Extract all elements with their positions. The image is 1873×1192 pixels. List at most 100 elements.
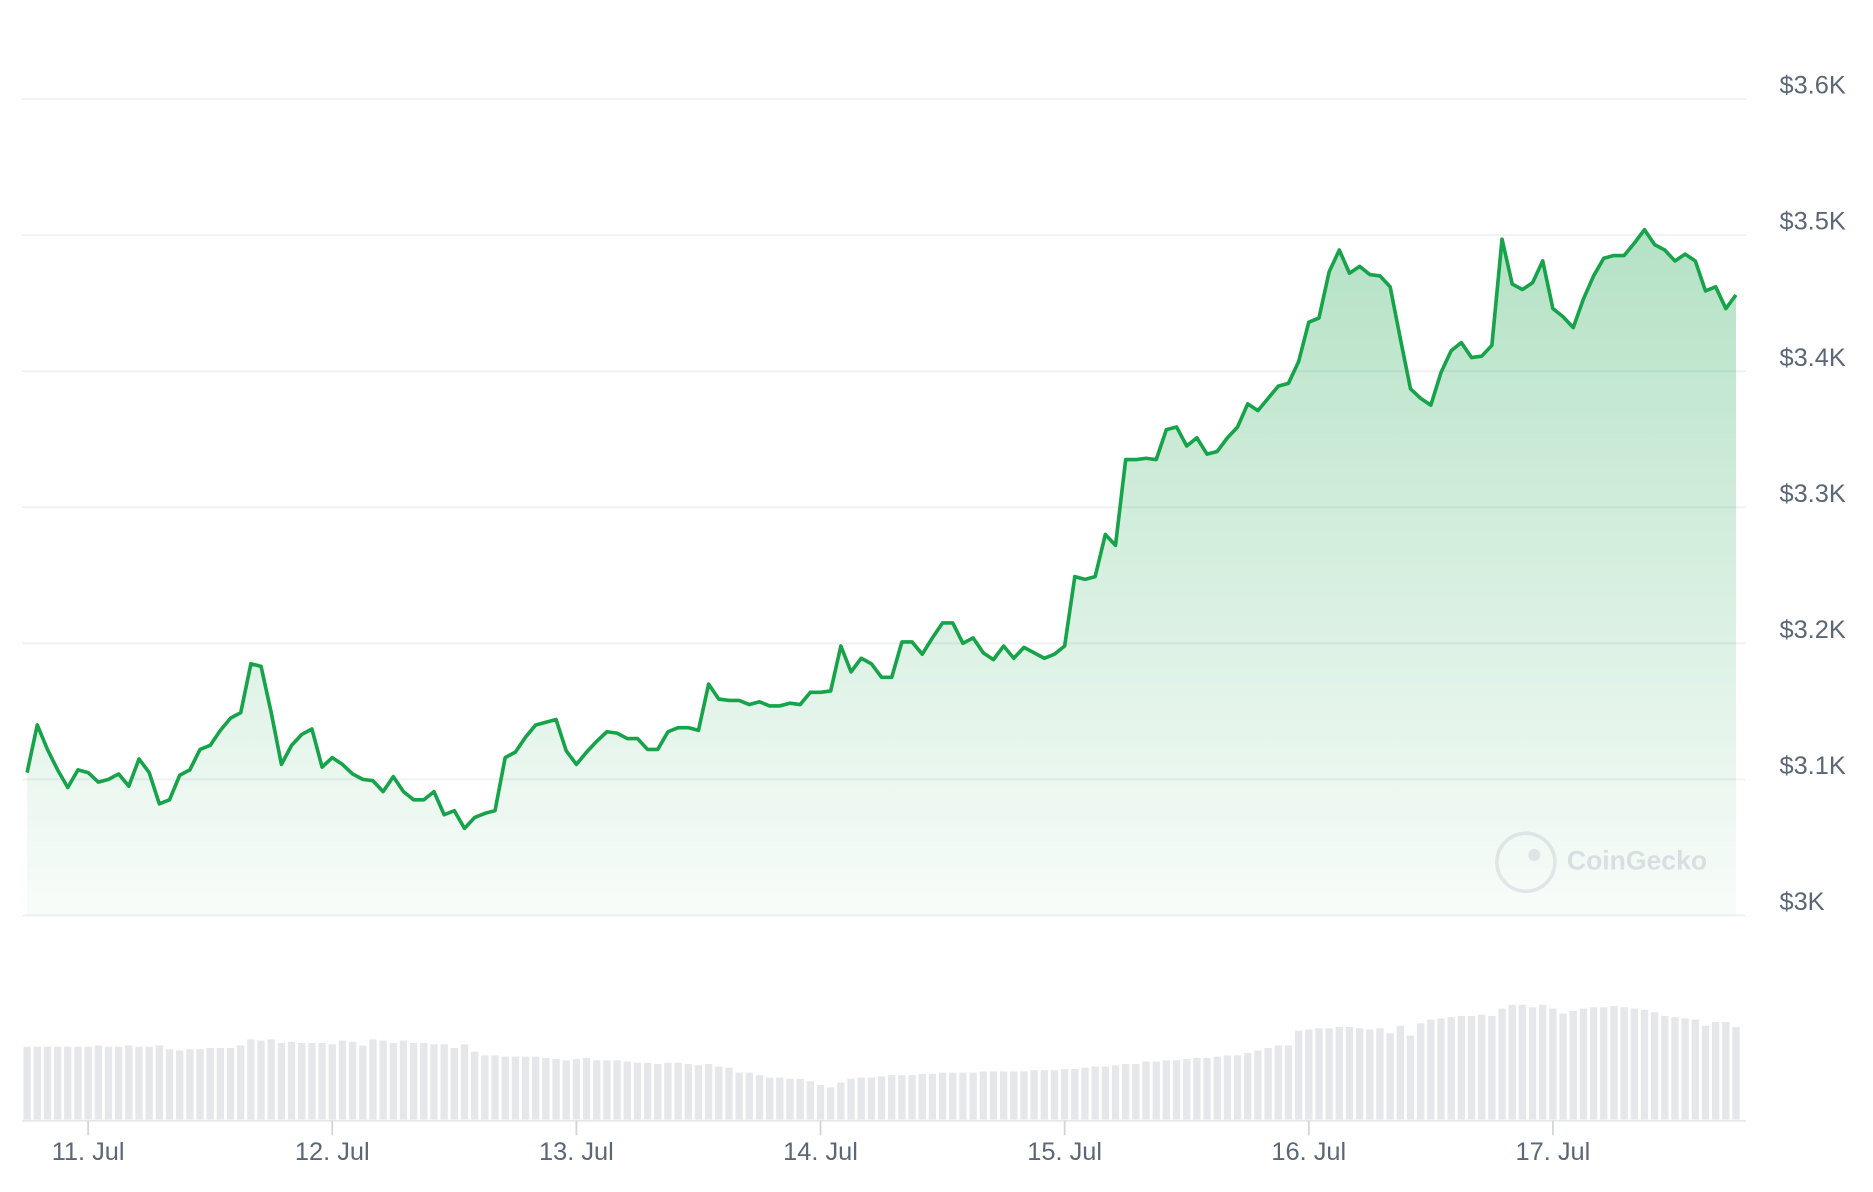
volume-bar bbox=[1447, 1017, 1455, 1120]
volume-bar bbox=[1315, 1028, 1323, 1120]
volume-bar bbox=[704, 1064, 713, 1120]
volume-bar bbox=[1193, 1057, 1201, 1120]
volume-bar bbox=[654, 1064, 662, 1120]
volume-bar bbox=[532, 1056, 540, 1120]
volume-bar bbox=[633, 1062, 642, 1120]
volume-bar bbox=[1203, 1057, 1211, 1120]
volume-bar bbox=[155, 1045, 163, 1120]
volume-bar bbox=[1345, 1027, 1354, 1120]
volume-bar bbox=[1417, 1023, 1425, 1120]
price-area bbox=[27, 229, 1736, 916]
volume-bars bbox=[23, 1004, 1740, 1120]
volume-bar bbox=[1111, 1065, 1120, 1120]
volume-bar bbox=[755, 1075, 764, 1120]
volume-bar bbox=[796, 1078, 804, 1120]
volume-bar bbox=[226, 1047, 235, 1120]
volume-bar bbox=[1691, 1019, 1699, 1120]
volume-bar bbox=[267, 1039, 275, 1120]
volume-bar bbox=[369, 1039, 377, 1120]
volume-bar bbox=[277, 1043, 286, 1120]
volume-bar bbox=[450, 1047, 458, 1120]
volume-bar bbox=[1264, 1047, 1272, 1120]
volume-bar bbox=[1071, 1068, 1079, 1120]
volume-bar bbox=[786, 1078, 794, 1120]
y-tick-label: $3.2K bbox=[1779, 616, 1845, 644]
volume-bar bbox=[1671, 1017, 1679, 1120]
volume-bar bbox=[1244, 1052, 1252, 1120]
volume-bar bbox=[33, 1046, 41, 1120]
volume-bar bbox=[176, 1050, 184, 1120]
volume-bar bbox=[1101, 1066, 1109, 1120]
volume-bar bbox=[1274, 1045, 1282, 1120]
volume-bar bbox=[1508, 1004, 1516, 1120]
volume-bar bbox=[1386, 1033, 1394, 1120]
volume-bar bbox=[23, 1046, 31, 1120]
volume-bar bbox=[562, 1060, 570, 1120]
volume-bar bbox=[837, 1082, 845, 1120]
volume-bar bbox=[481, 1055, 489, 1120]
volume-bar bbox=[979, 1071, 987, 1120]
volume-bar bbox=[582, 1057, 591, 1120]
volume-bar bbox=[1183, 1059, 1191, 1120]
volume-bar bbox=[847, 1078, 855, 1120]
volume-bar bbox=[1559, 1013, 1567, 1120]
volume-bar bbox=[908, 1075, 916, 1120]
x-tick-label: 14. Jul bbox=[783, 1138, 858, 1166]
volume-bar bbox=[572, 1059, 581, 1120]
volume-bar bbox=[1488, 1015, 1496, 1120]
volume-bar bbox=[694, 1065, 703, 1120]
volume-bar bbox=[725, 1067, 733, 1120]
volume-bar bbox=[328, 1044, 336, 1120]
volume-bar bbox=[114, 1046, 123, 1120]
volume-bar bbox=[674, 1062, 682, 1120]
volume-bar bbox=[1427, 1019, 1435, 1120]
x-tick-label: 12. Jul bbox=[295, 1138, 370, 1166]
volume-bar bbox=[1284, 1045, 1293, 1120]
volume-bar bbox=[399, 1040, 408, 1120]
volume-bar bbox=[501, 1056, 509, 1120]
volume-bar bbox=[1132, 1064, 1140, 1120]
x-tick-label: 11. Jul bbox=[52, 1138, 125, 1166]
volume-bar bbox=[888, 1075, 896, 1120]
volume-bar bbox=[1539, 1004, 1547, 1120]
volume-bar bbox=[1620, 1007, 1628, 1120]
volume-bar bbox=[1661, 1015, 1669, 1120]
watermark: CoinGecko bbox=[1495, 831, 1707, 894]
volume-bar bbox=[440, 1044, 448, 1120]
volume-bar bbox=[1254, 1050, 1262, 1120]
volume-bar bbox=[206, 1047, 214, 1120]
y-tick-label: $3.6K bbox=[1779, 72, 1845, 100]
volume-bar bbox=[1305, 1029, 1313, 1120]
volume-bar bbox=[511, 1056, 520, 1120]
volume-bar bbox=[1640, 1009, 1649, 1120]
volume-bar bbox=[1213, 1056, 1221, 1120]
volume-bar bbox=[74, 1046, 82, 1120]
y-tick-label: $3.3K bbox=[1779, 480, 1845, 508]
volume-bar bbox=[593, 1060, 601, 1120]
volume-bar bbox=[298, 1043, 306, 1120]
price-line bbox=[25, 227, 1738, 831]
volume-bar bbox=[1589, 1007, 1598, 1120]
volume-bar bbox=[308, 1043, 316, 1120]
volume-bar bbox=[1162, 1060, 1171, 1120]
volume-bar bbox=[999, 1071, 1008, 1120]
volume-bar bbox=[938, 1072, 947, 1120]
volume-bar bbox=[816, 1084, 825, 1120]
volume-bar bbox=[257, 1040, 265, 1120]
volume-bar bbox=[857, 1077, 865, 1120]
volume-bar bbox=[1732, 1027, 1740, 1120]
volume-bar bbox=[196, 1049, 204, 1120]
volume-bar bbox=[898, 1075, 906, 1120]
volume-bar bbox=[806, 1081, 815, 1120]
volume-bar bbox=[1233, 1055, 1242, 1120]
volume-bar bbox=[877, 1076, 886, 1120]
volume-bar bbox=[1711, 1022, 1720, 1120]
volume-bar bbox=[542, 1057, 550, 1120]
volume-bar bbox=[104, 1046, 113, 1120]
watermark-logo-eye bbox=[1528, 849, 1541, 862]
volume-bar bbox=[125, 1045, 133, 1120]
volume-bar bbox=[237, 1045, 245, 1120]
volume-bar bbox=[552, 1059, 560, 1120]
